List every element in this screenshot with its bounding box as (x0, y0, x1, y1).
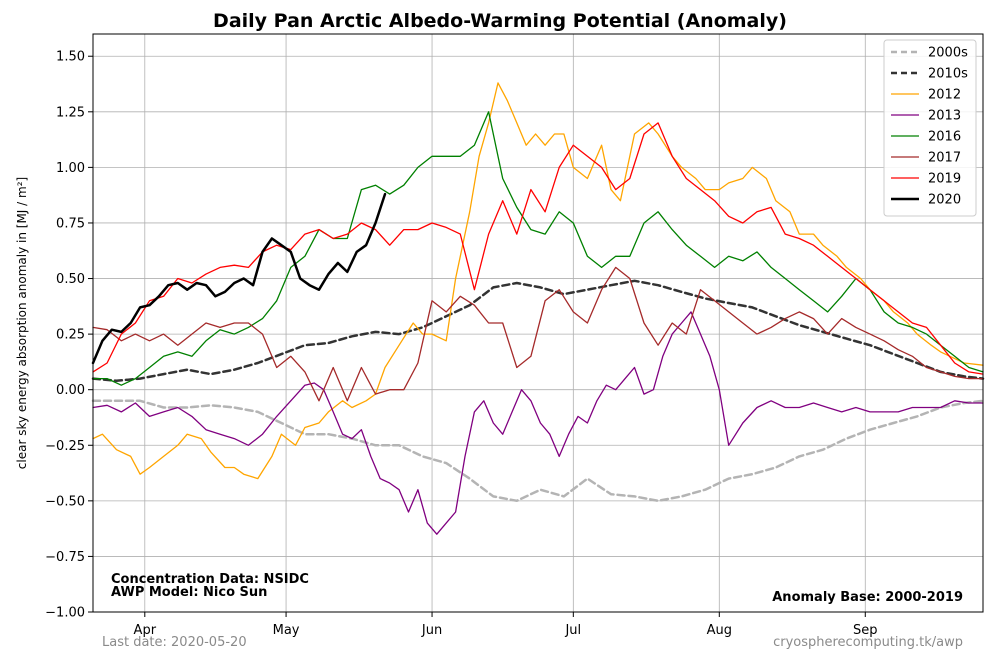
annotation-model: AWP Model: Nico Sun (111, 585, 267, 600)
y-tick-label: 0.50 (56, 272, 85, 287)
y-tick-label: −0.25 (45, 439, 85, 454)
series-line-2020 (91, 192, 387, 365)
series-line-2000s (91, 399, 985, 503)
plot-frame (92, 33, 984, 613)
y-axis-label: clear sky energy absorption anomaly in [… (15, 177, 29, 469)
legend-label-2017: 2017 (928, 151, 961, 166)
y-tick-label: −0.50 (45, 494, 85, 509)
y-tick-label: 0.75 (56, 216, 85, 231)
legend-label-2020: 2020 (928, 193, 961, 208)
series-line-2012 (92, 82, 984, 480)
y-tick-label: −1.00 (45, 606, 85, 621)
x-tick-label: May (273, 623, 300, 638)
y-tick-label: 0.25 (56, 328, 85, 343)
x-tick-label: Sep (853, 623, 878, 638)
legend-box (883, 39, 977, 217)
y-tick-label: 1.50 (56, 50, 85, 65)
y-tick-label: 1.00 (56, 161, 85, 176)
x-axis: Apr May Jun Jul Aug Sep (134, 612, 878, 638)
footer-last-date: Last date: 2020-05-20 (102, 635, 247, 650)
y-tick-label: 1.25 (56, 105, 85, 120)
x-tick-label: Jun (421, 623, 442, 638)
footer-source: cryospherecomputing.tk/awp (773, 635, 963, 650)
legend-label-2019: 2019 (928, 172, 961, 187)
y-axis: −1.00 −0.75 −0.50 −0.25 0.00 0.25 0.50 0.75 1.00… (45, 50, 93, 621)
x-tick-label: Jul (564, 623, 581, 638)
y-tick-label: −0.75 (45, 550, 85, 565)
legend: 2000s 2010s 2012 2013 2016 2017 2019 2020 (883, 39, 977, 217)
y-tick-label: 0.00 (56, 383, 85, 398)
series-group (91, 82, 985, 535)
legend-label-2013: 2013 (928, 109, 961, 124)
series-line-2010s (91, 279, 985, 383)
x-tick-label: Aug (707, 623, 732, 638)
series-line-2019 (92, 122, 984, 375)
annotation-anomaly-base: Anomaly Base: 2000-2019 (772, 590, 963, 605)
legend-label-2010s: 2010s (928, 67, 968, 82)
series-line-2017 (92, 266, 984, 402)
legend-label-2000s: 2000s (928, 46, 968, 61)
legend-label-2016: 2016 (928, 130, 961, 145)
series-line-2013 (92, 311, 984, 535)
series-line-2016 (92, 111, 984, 386)
legend-label-2012: 2012 (928, 88, 961, 103)
annotation-concentration: Concentration Data: NSIDC (111, 572, 309, 587)
x-tick-label: Apr (134, 623, 157, 638)
chart-title: Daily Pan Arctic Albedo-Warming Potentia… (213, 10, 787, 32)
